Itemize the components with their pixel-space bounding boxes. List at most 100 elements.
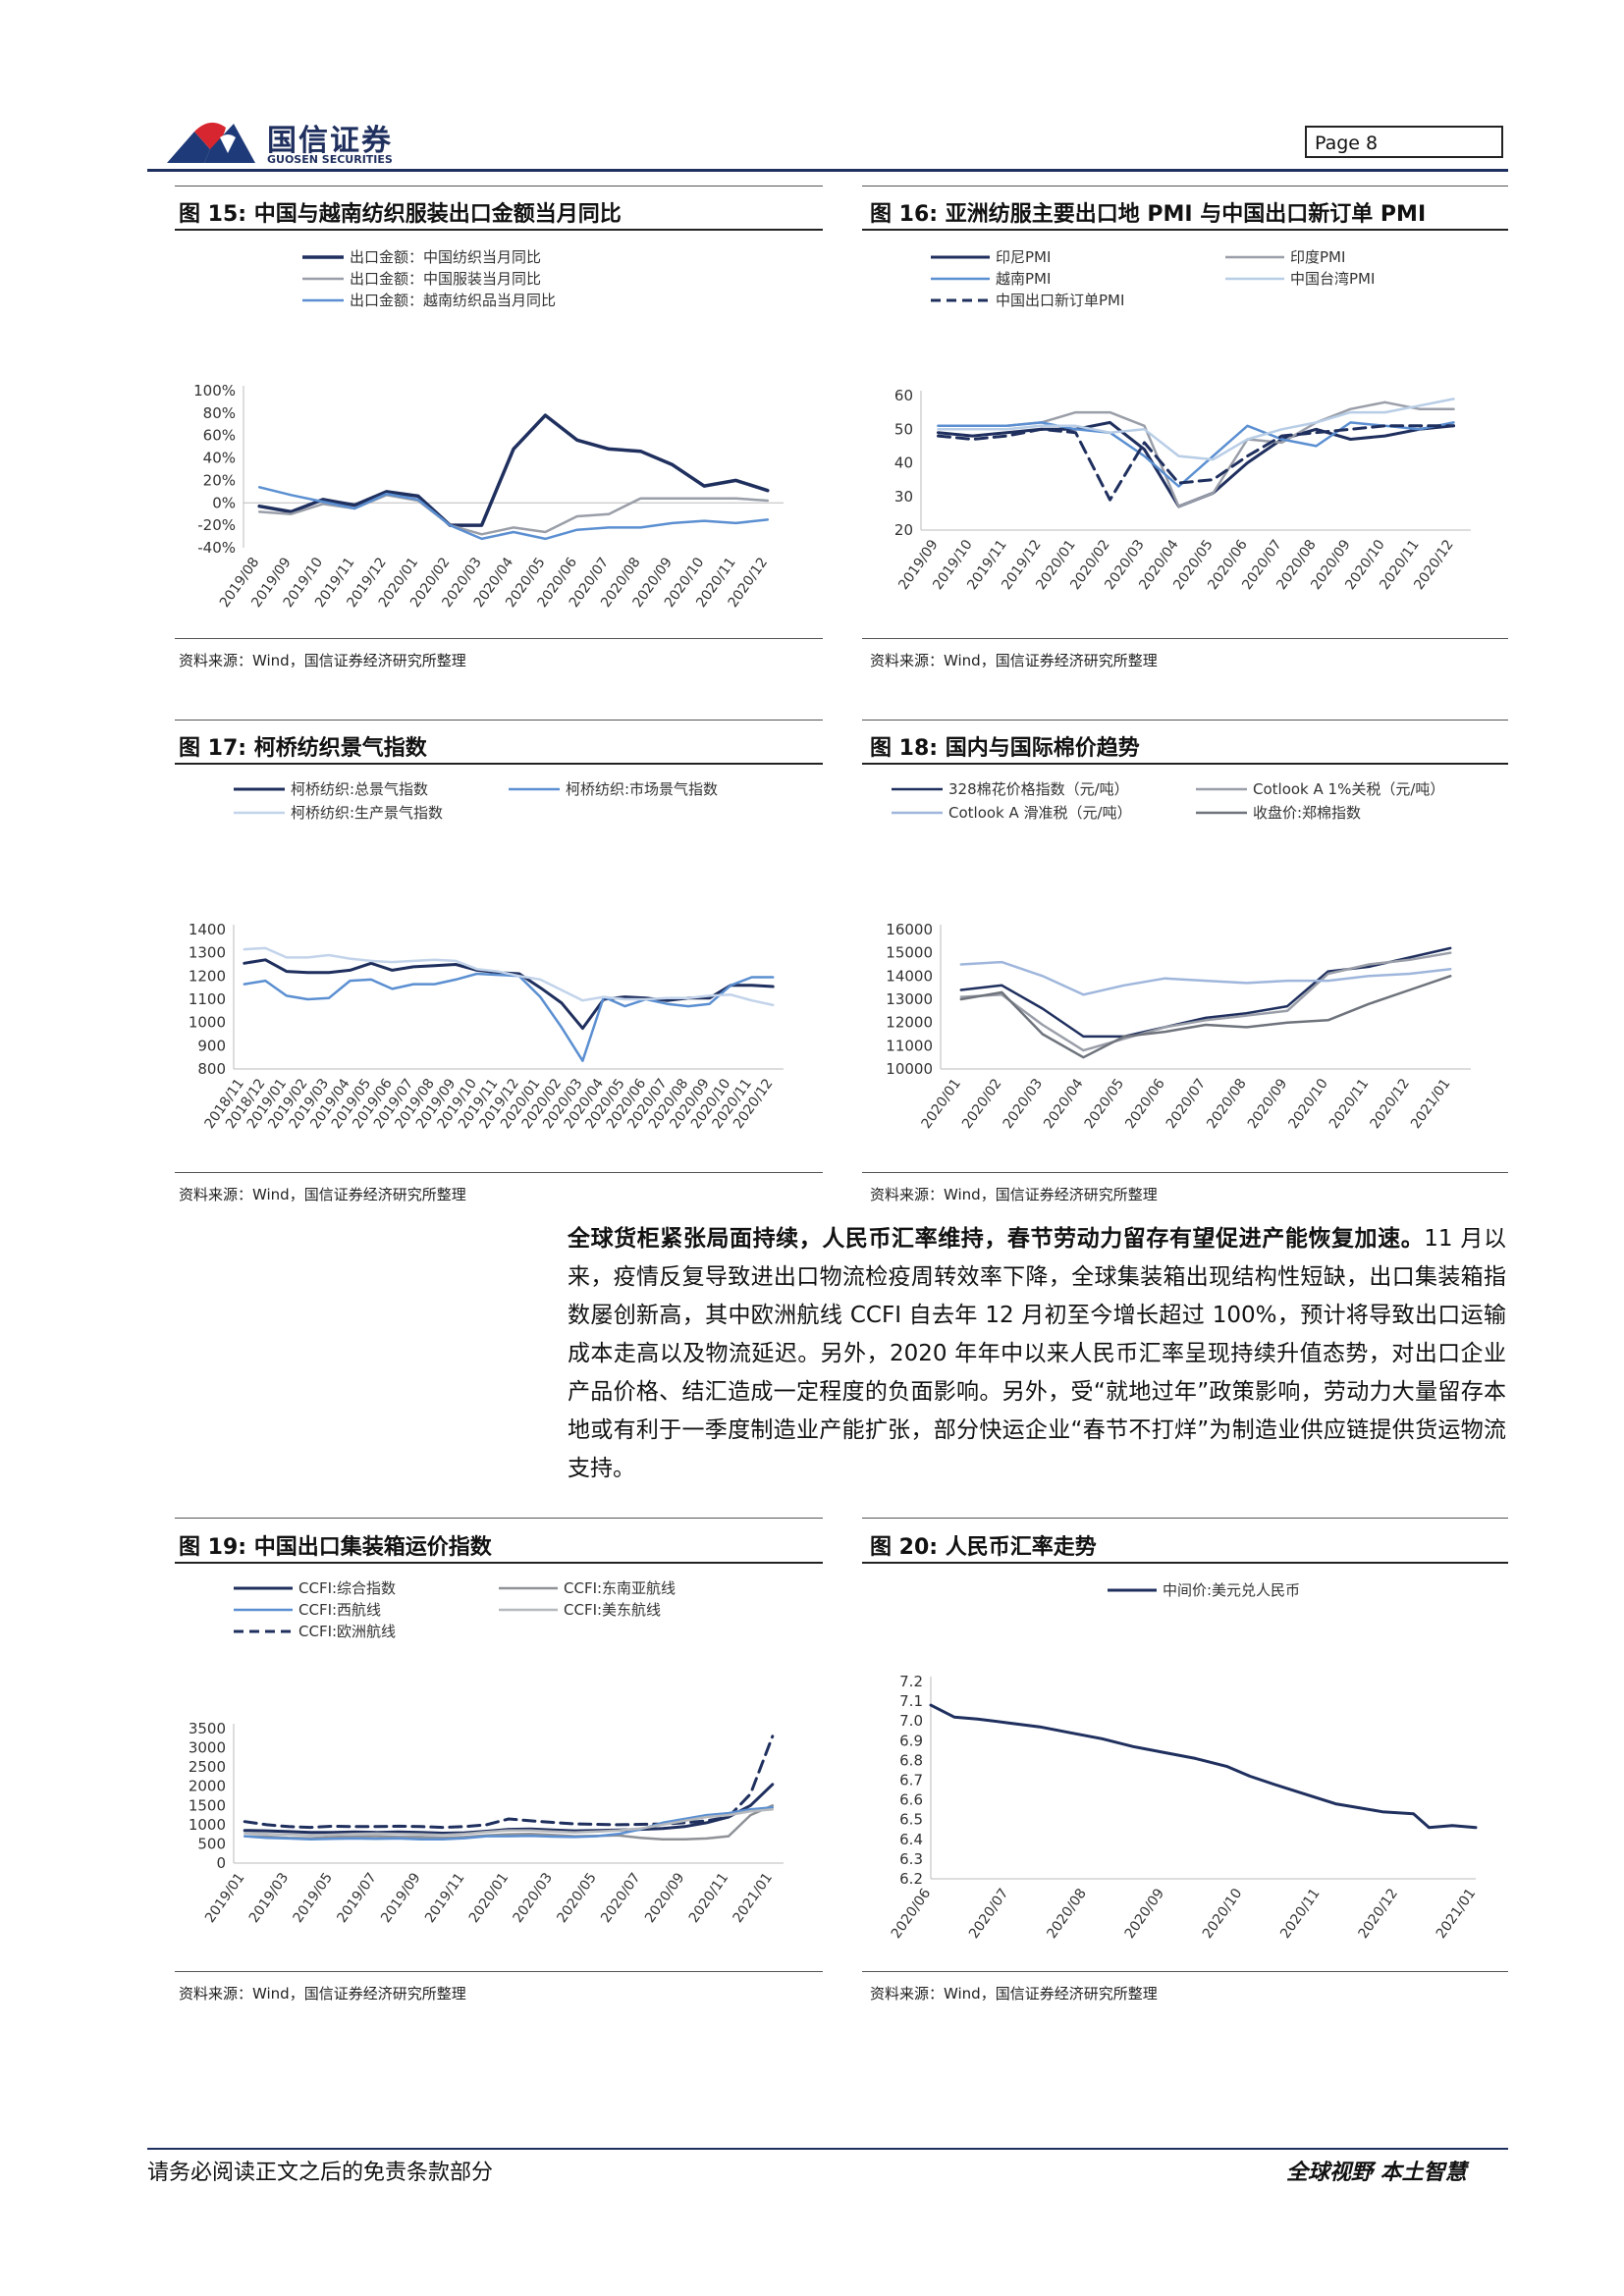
y-tick-label: 1300: [189, 944, 226, 962]
x-tick-label: 2019/07: [334, 1870, 379, 1926]
figure-17-title: 图 17: 柯桥纺织景气指数: [179, 736, 427, 761]
legend-label: 中国台湾PMI: [1290, 270, 1375, 288]
y-tick-label: 6.6: [899, 1791, 923, 1809]
y-tick-label: -20%: [197, 516, 236, 534]
x-tick-label: 2019/09: [378, 1870, 423, 1926]
x-tick-label: 2020/07: [598, 1870, 643, 1926]
y-tick-label: 900: [197, 1037, 226, 1054]
guosen-logo-icon: [167, 122, 255, 163]
y-tick-label: 6.2: [899, 1870, 923, 1888]
figure-top-rule: [862, 1518, 1508, 1519]
figure-title-rule: [175, 229, 823, 231]
footer-rule: [147, 2148, 1508, 2150]
body-lead: 全球货柜紧张局面持续，人民币汇率维持，春节劳动力留存有望促进产能恢复加速。: [568, 1226, 1425, 1252]
x-tick-label: 2019/11: [422, 1870, 467, 1926]
figure-top-rule: [175, 186, 823, 187]
legend-label: 印尼PMI: [996, 248, 1051, 266]
series-line: [959, 975, 1452, 1059]
y-tick-label: 30: [894, 488, 913, 506]
series-line: [959, 960, 1452, 996]
legend-label: Cotlook A 1%关税（元/吨）: [1253, 780, 1444, 798]
series-line: [257, 486, 770, 541]
x-tick-label: 2020/03: [511, 1870, 556, 1926]
series-line: [937, 421, 1455, 488]
x-tick-label: 2020/03: [1001, 1076, 1046, 1132]
company-name-cn: 国信证券: [267, 124, 393, 158]
y-tick-label: 1400: [189, 921, 226, 938]
series-line: [243, 1807, 775, 1838]
y-tick-label: 40: [894, 454, 913, 472]
company-name-en: GUOSEN SECURITIES: [267, 153, 393, 166]
figure-16-chart: 60504030202019/092019/102019/112019/1220…: [894, 248, 1471, 593]
y-tick-label: 7.2: [899, 1673, 923, 1690]
series-line: [929, 1703, 1478, 1830]
legend-label: CCFI:西航线: [298, 1601, 381, 1619]
y-tick-label: 0%: [212, 494, 236, 511]
figure-top-rule: [175, 720, 823, 721]
figure-bottom-rule: [175, 1172, 823, 1173]
body-text: 11 月以来，疫情反复导致进出口物流检疫周转效率下降，全球集装箱出现结构性短缺，…: [568, 1226, 1507, 1481]
x-tick-label: 2020/06: [889, 1886, 935, 1942]
y-tick-label: 1500: [189, 1796, 226, 1814]
x-tick-label: 2020/07: [966, 1886, 1011, 1942]
y-tick-label: 16000: [886, 921, 933, 938]
y-tick-label: 500: [197, 1835, 226, 1852]
y-tick-label: 7.1: [899, 1692, 923, 1710]
figure-19-chart: 35003000250020001500100050002019/012019/…: [189, 1579, 784, 1926]
x-tick-label: 2020/09: [1245, 1076, 1290, 1132]
y-tick-label: 2000: [189, 1778, 226, 1795]
figure-18-chart: 160001500014000130001200011000100002020/…: [886, 780, 1471, 1132]
legend-label: CCFI:综合指数: [298, 1579, 396, 1597]
legend-label: 柯桥纺织:总景气指数: [291, 780, 428, 798]
x-tick-label: 2020/09: [642, 1870, 687, 1926]
figure-bottom-rule: [862, 1172, 1508, 1173]
series-line: [243, 972, 775, 1062]
y-tick-label: 6.8: [899, 1751, 923, 1769]
figure-top-rule: [175, 1518, 823, 1519]
y-tick-label: 10000: [886, 1060, 933, 1078]
figure-16-source: 资料来源：Wind，国信证券经济研究所整理: [870, 652, 1158, 669]
x-tick-label: 2020/08: [1044, 1886, 1089, 1942]
legend-label: 柯桥纺织:市场景气指数: [566, 780, 718, 798]
y-tick-label: 3500: [189, 1720, 226, 1737]
legend-label: 越南PMI: [996, 270, 1051, 288]
figure-15-chart: 100%80%60%40%20%0%-20%-40%2019/082019/09…: [193, 248, 784, 611]
y-tick-label: 6.4: [899, 1831, 923, 1848]
y-tick-label: 800: [197, 1060, 226, 1078]
y-tick-label: 20%: [203, 471, 236, 489]
legend-label: 出口金额：中国服装当月同比: [350, 270, 541, 288]
series-line: [243, 958, 775, 1031]
y-tick-label: 14000: [886, 967, 933, 985]
figure-15-source: 资料来源：Wind，国信证券经济研究所整理: [179, 652, 466, 669]
legend-label: 印度PMI: [1290, 248, 1345, 266]
page-number: Page 8: [1305, 126, 1503, 158]
x-tick-label: 2020/12: [1356, 1886, 1401, 1942]
x-tick-label: 2020/01: [466, 1870, 512, 1926]
x-tick-label: 2020/10: [1200, 1886, 1245, 1942]
figure-title-rule: [175, 1562, 823, 1564]
figure-19-source: 资料来源：Wind，国信证券经济研究所整理: [179, 1985, 466, 2002]
y-tick-label: 7.0: [899, 1712, 923, 1730]
footer-disclaimer: 请务必阅读正文之后的免责条款部分: [147, 2161, 494, 2185]
y-tick-label: -40%: [197, 539, 236, 557]
y-tick-label: 13000: [886, 990, 933, 1008]
x-tick-label: 2020/05: [1082, 1076, 1127, 1132]
x-tick-label: 2021/01: [1434, 1886, 1479, 1942]
y-tick-label: 15000: [886, 944, 933, 962]
figure-20-chart: 7.2 7.1 7.0 6.9 6.8 6.7 6.6 6.5 6.4 6.3 6.22020/06…: [889, 1581, 1479, 1942]
y-tick-label: 3000: [189, 1739, 226, 1757]
y-tick-label: 6.3: [899, 1850, 923, 1868]
series-line: [243, 1804, 775, 1841]
x-tick-label: 2020/11: [1277, 1886, 1323, 1942]
legend-label: 中间价:美元兑人民币: [1163, 1581, 1300, 1599]
y-tick-label: 1000: [189, 1816, 226, 1834]
figure-bottom-rule: [175, 1971, 823, 1972]
y-tick-label: 60: [894, 387, 913, 404]
x-tick-label: 2021/01: [1408, 1076, 1453, 1132]
y-tick-label: 1000: [189, 1014, 226, 1032]
x-tick-label: 2020/12: [1367, 1076, 1412, 1132]
x-tick-label: 2019/05: [291, 1870, 336, 1926]
figure-19-title: 图 19: 中国出口集装箱运价指数: [179, 1535, 492, 1560]
x-tick-label: 2020/06: [1122, 1076, 1168, 1132]
legend-label: 柯桥纺织:生产景气指数: [291, 804, 443, 822]
